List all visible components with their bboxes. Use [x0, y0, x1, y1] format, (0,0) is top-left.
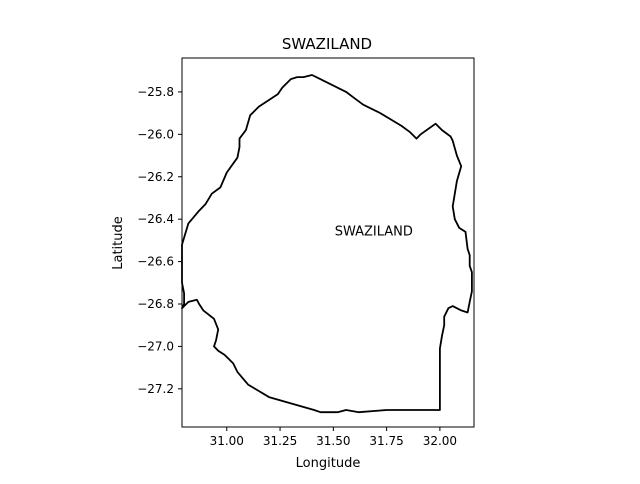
y-tick-label: −27.0: [137, 339, 174, 353]
x-tick-label: 31.25: [263, 434, 297, 448]
x-tick-label: 31.00: [210, 434, 244, 448]
x-tick-label: 31.75: [369, 434, 403, 448]
x-axis-label: Longitude: [296, 456, 361, 471]
y-tick-label: −26.4: [137, 212, 174, 226]
region-label: SWAZILAND: [335, 224, 413, 239]
y-tick-label: −26.0: [137, 127, 174, 141]
x-axis: 31.00 31.25 31.50 31.75 32.00: [210, 427, 457, 448]
y-axis: −25.8 −26.0 −26.2 −26.4 −26.6 −26.8 −27.0 −27.2: [137, 85, 182, 396]
x-tick-label: 31.50: [316, 434, 350, 448]
country-boundary: [181, 74, 473, 414]
y-tick-label: −27.2: [137, 382, 174, 396]
axes-frame: [181, 57, 475, 428]
plot-area: SWAZILAND: [181, 57, 475, 428]
y-tick-label: −26.8: [137, 297, 174, 311]
y-axis-label: Latitude: [111, 216, 126, 270]
y-tick-label: −26.6: [137, 255, 174, 269]
chart-title: SWAZILAND: [282, 35, 372, 53]
y-tick-label: −25.8: [137, 85, 174, 99]
y-tick-label: −26.2: [137, 170, 174, 184]
x-tick-label: 32.00: [423, 434, 457, 448]
